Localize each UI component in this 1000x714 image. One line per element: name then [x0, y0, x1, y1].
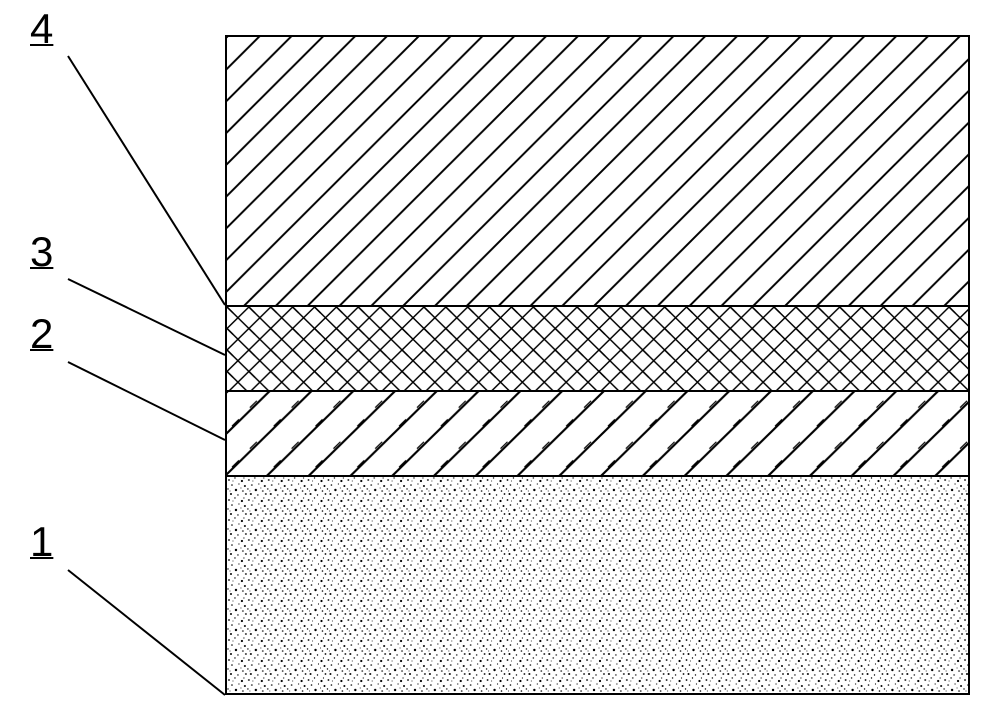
leader-4	[68, 56, 225, 305]
layer-4	[227, 37, 968, 307]
figure-container: 1 2 3 4	[0, 0, 1000, 714]
layer-diagram	[225, 35, 970, 695]
layer-3	[227, 307, 968, 392]
leader-3	[68, 279, 225, 355]
leader-2	[68, 362, 225, 440]
layer-1	[227, 477, 968, 693]
leader-1	[68, 570, 225, 695]
layer-2	[227, 392, 968, 477]
